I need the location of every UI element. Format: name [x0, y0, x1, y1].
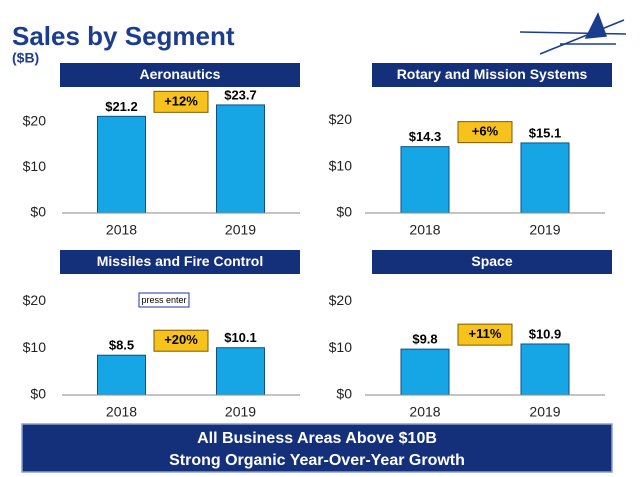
panel-title: Missiles and Fire Control — [97, 253, 263, 269]
bar — [97, 354, 146, 396]
y-tick-label: $10 — [329, 157, 353, 173]
x-tick-label: 2019 — [529, 222, 560, 238]
x-tick-label: 2018 — [106, 222, 137, 238]
bar — [520, 142, 570, 214]
value-label: $10.9 — [529, 326, 562, 341]
value-label: $15.1 — [529, 125, 562, 140]
x-tick-label: 2018 — [409, 404, 440, 420]
value-label: $23.7 — [224, 87, 257, 102]
x-tick-label: 2019 — [225, 404, 256, 420]
x-tick-label: 2019 — [225, 222, 256, 238]
panel-title: Aeronautics — [140, 66, 221, 82]
change-badge — [153, 90, 209, 113]
bar — [97, 115, 146, 214]
panel-title: Rotary and Mission Systems — [397, 66, 588, 82]
note: press enter — [141, 295, 186, 305]
change-badge — [457, 323, 513, 346]
slide-subtitle: ($B) — [12, 50, 39, 66]
panel-title-bar — [372, 250, 612, 274]
x-tick-label: 2019 — [529, 404, 560, 420]
value-label: $21.2 — [105, 99, 138, 114]
y-tick-label: $10 — [23, 339, 47, 355]
note-box: press enter — [138, 292, 190, 308]
y-tick-label: $0 — [30, 386, 46, 402]
change-label: +12% — [164, 93, 198, 108]
change-badge — [457, 121, 513, 144]
panel-title-bar — [372, 63, 612, 87]
y-tick-label: $10 — [23, 158, 47, 174]
bar — [520, 343, 570, 396]
value-label: $10.1 — [224, 330, 257, 345]
x-tick-label: 2018 — [409, 222, 440, 238]
panel-title-bar — [60, 63, 300, 87]
footer: All Business Areas Above $10B Strong Org… — [21, 423, 613, 473]
change-badge — [153, 329, 209, 352]
y-tick-label: $0 — [336, 204, 352, 220]
y-tick-label: $20 — [329, 111, 353, 127]
value-label: $9.8 — [412, 332, 437, 347]
footer-line: All Business Areas Above $10B — [197, 430, 437, 447]
panel-title: Space — [471, 253, 512, 269]
bar — [216, 347, 265, 396]
bar — [400, 348, 450, 396]
change-label: +20% — [164, 332, 198, 347]
footer-line: Strong Organic Year-Over-Year Growth — [169, 452, 465, 469]
y-tick-label: $10 — [329, 339, 353, 355]
value-label: $14.3 — [409, 129, 442, 144]
logo — [519, 12, 627, 55]
bar — [216, 104, 265, 214]
y-tick-label: $20 — [23, 292, 47, 308]
x-tick-label: 2018 — [106, 404, 137, 420]
y-tick-label: $20 — [329, 292, 353, 308]
change-label: +11% — [469, 326, 502, 341]
bar — [400, 146, 450, 214]
change-label: +6% — [472, 124, 499, 139]
panel-title-bar — [60, 250, 300, 274]
y-tick-label: $0 — [336, 386, 352, 402]
y-tick-label: $0 — [30, 204, 46, 220]
slide-title: Sales by Segment — [12, 21, 235, 51]
value-label: $8.5 — [109, 338, 134, 353]
y-tick-label: $20 — [23, 113, 47, 129]
